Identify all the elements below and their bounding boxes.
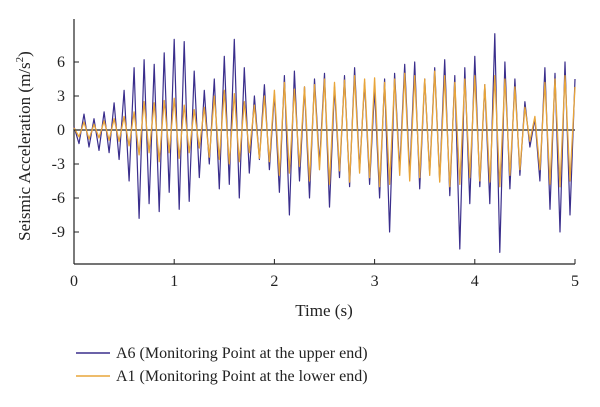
y-tick-label-2: 0	[57, 122, 65, 139]
x-tick-label-5: 5	[571, 273, 579, 290]
series-line-a1	[73, 70, 576, 188]
legend-label-a1: A1 (Monitoring Point at the lower end)	[116, 368, 368, 385]
plot-area: 0 1 2 3 4 5 6 3 0 -3 -6 -9	[52, 19, 579, 290]
x-axis-label: Time (s)	[295, 301, 352, 320]
legend-label-a6: A6 (Monitoring Point at the upper end)	[116, 345, 368, 362]
y-axis-label: Seismic Acceleration (m/s2)	[14, 51, 34, 241]
series-layer	[73, 33, 576, 253]
x-tick-label-0: 0	[70, 273, 78, 290]
legend: A6 (Monitoring Point at the upper end) A…	[76, 345, 368, 385]
x-tick-label-4: 4	[471, 273, 479, 290]
y-tick-label-1: 3	[57, 88, 65, 105]
ticks-layer: 0 1 2 3 4 5 6 3 0 -3 -6 -9	[52, 54, 579, 290]
x-tick-label-3: 3	[371, 273, 379, 290]
x-tick-label-1: 1	[170, 273, 178, 290]
y-tick-label-5: -9	[52, 224, 65, 241]
y-tick-label-4: -6	[52, 190, 65, 207]
y-tick-label-3: -3	[52, 156, 65, 173]
series-line-a6	[73, 33, 576, 253]
y-tick-label-0: 6	[57, 54, 65, 71]
x-tick-label-2: 2	[270, 273, 278, 290]
